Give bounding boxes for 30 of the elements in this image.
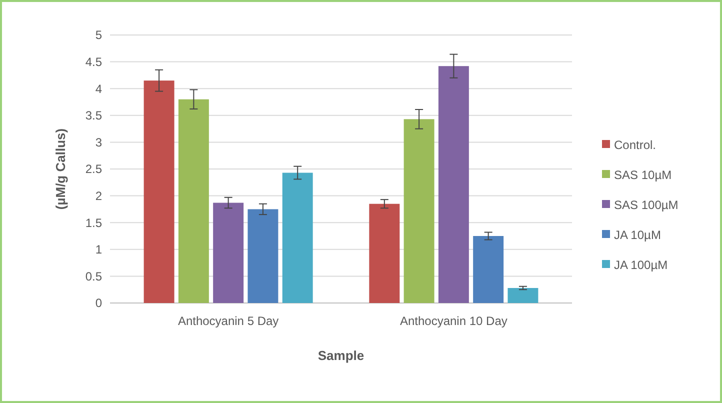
- x-tick-label: Anthocyanin 5 Day: [178, 314, 279, 328]
- y-tick-label: 0.5: [85, 269, 102, 284]
- bar: [178, 99, 209, 303]
- y-tick-label: 1.5: [85, 216, 102, 230]
- y-tick-label: 5: [95, 28, 102, 42]
- bar: [144, 80, 174, 303]
- y-tick-label: 2.5: [85, 162, 102, 176]
- y-tick-label: 3.5: [85, 108, 102, 123]
- x-axis-title: Sample: [318, 348, 364, 363]
- y-axis-title: (µM/g Callus): [53, 128, 68, 210]
- y-tick-label: 4.5: [85, 55, 102, 69]
- bar: [213, 202, 244, 303]
- x-tick-label: Anthocyanin 10 Day: [400, 314, 508, 328]
- y-tick-label: 0: [95, 296, 102, 310]
- y-tick-label: 2: [95, 189, 102, 203]
- bar: [438, 66, 469, 303]
- legend-label: SAS 10µM: [614, 168, 672, 182]
- legend-label: Control.: [614, 138, 656, 152]
- bar: [369, 204, 400, 303]
- y-tick-label: 1: [95, 242, 102, 257]
- bar: [473, 236, 504, 303]
- bar: [248, 209, 278, 303]
- legend-label: JA 100µM: [614, 258, 668, 272]
- legend-label: JA 10µM: [614, 228, 661, 242]
- y-tick-label: 4: [95, 82, 102, 96]
- bar: [282, 172, 313, 303]
- bar: [404, 119, 434, 303]
- legend-label: SAS 100µM: [614, 198, 678, 212]
- y-tick-label: 3: [95, 135, 102, 150]
- bar: [508, 288, 538, 303]
